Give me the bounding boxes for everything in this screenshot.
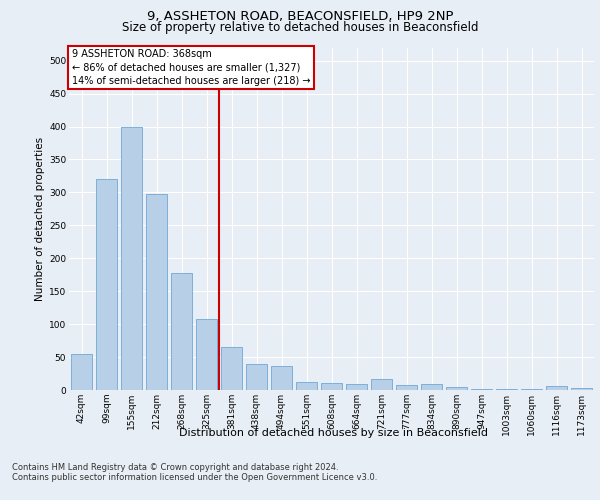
Bar bbox=[71, 354, 92, 390]
Text: Distribution of detached houses by size in Beaconsfield: Distribution of detached houses by size … bbox=[179, 428, 488, 438]
Text: Contains public sector information licensed under the Open Government Licence v3: Contains public sector information licen… bbox=[12, 472, 377, 482]
Bar bbox=[171, 273, 192, 390]
Bar bbox=[221, 347, 242, 390]
Bar bbox=[571, 388, 592, 390]
Text: Size of property relative to detached houses in Beaconsfield: Size of property relative to detached ho… bbox=[122, 21, 478, 34]
Bar bbox=[421, 384, 442, 390]
Bar bbox=[396, 384, 417, 390]
Text: 9, ASSHETON ROAD, BEACONSFIELD, HP9 2NP: 9, ASSHETON ROAD, BEACONSFIELD, HP9 2NP bbox=[147, 10, 453, 23]
Bar bbox=[196, 319, 217, 390]
Bar bbox=[146, 194, 167, 390]
Bar bbox=[371, 380, 392, 390]
Y-axis label: Number of detached properties: Number of detached properties bbox=[35, 136, 45, 301]
Bar bbox=[246, 364, 267, 390]
Bar bbox=[121, 126, 142, 390]
Bar bbox=[346, 384, 367, 390]
Bar bbox=[546, 386, 567, 390]
Bar bbox=[321, 384, 342, 390]
Text: Contains HM Land Registry data © Crown copyright and database right 2024.: Contains HM Land Registry data © Crown c… bbox=[12, 462, 338, 471]
Bar bbox=[471, 388, 492, 390]
Bar bbox=[446, 386, 467, 390]
Bar bbox=[296, 382, 317, 390]
Bar bbox=[96, 179, 117, 390]
Text: 9 ASSHETON ROAD: 368sqm
← 86% of detached houses are smaller (1,327)
14% of semi: 9 ASSHETON ROAD: 368sqm ← 86% of detache… bbox=[71, 49, 310, 86]
Bar bbox=[271, 366, 292, 390]
